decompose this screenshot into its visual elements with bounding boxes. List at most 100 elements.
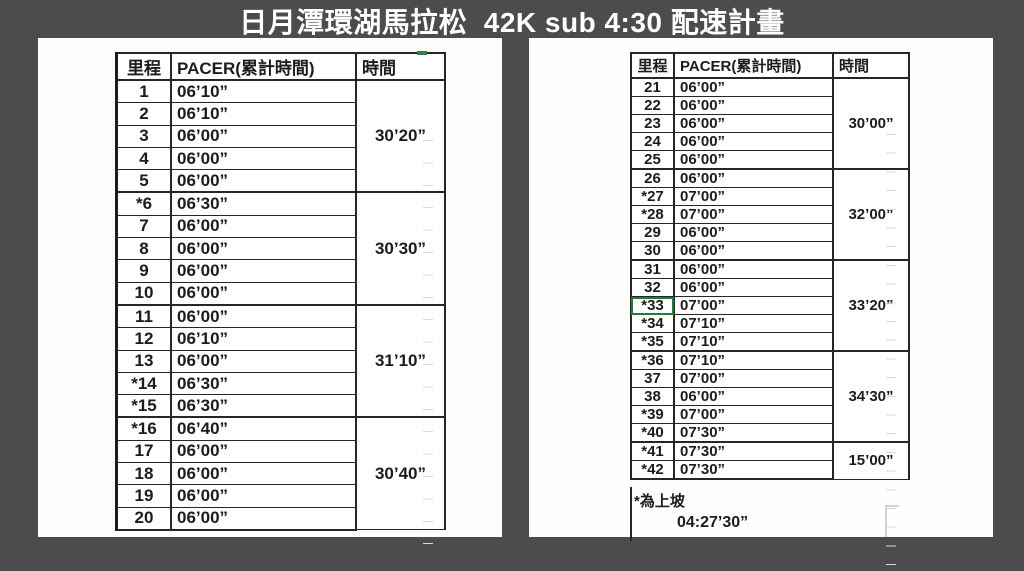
- table-row: 20 06’00”: [115, 506, 446, 531]
- km-cell: *15: [115, 394, 172, 418]
- pace-cell: 06’00”: [673, 168, 834, 188]
- pace-cell: 06’30”: [170, 191, 357, 216]
- km-cell: 7: [115, 214, 172, 239]
- km-cell: 31: [630, 259, 675, 279]
- table-row: 21 06’00” 30’00”: [630, 77, 910, 170]
- pace-cell: 06’00”: [673, 278, 834, 297]
- km-cell: 12: [115, 327, 172, 351]
- pace-cell: 07’10”: [673, 332, 834, 352]
- km-cell: 11: [115, 303, 172, 329]
- pace-cell: 06’00”: [673, 132, 834, 151]
- table-row: 1 06’10” 30’20”: [115, 78, 446, 193]
- pace-cell: 06’10”: [170, 79, 357, 104]
- pace-cell: 06’00”: [673, 114, 834, 133]
- table-row: 24 06’00”: [630, 132, 909, 151]
- km-cell: *42: [630, 460, 675, 480]
- km-cell: 30: [630, 241, 675, 261]
- pace-cell: 06’00”: [673, 150, 834, 170]
- pace-cell: 06’00”: [673, 223, 834, 242]
- pace-cell: 06’00”: [673, 259, 834, 279]
- table-row: 5 06’00”: [115, 169, 446, 193]
- table-row: 11 06’00” 31’10”: [115, 303, 446, 418]
- pace-cell: 06’00”: [170, 169, 357, 193]
- table-row: 29 06’00”: [630, 223, 909, 242]
- pace-cell: 07’30”: [673, 423, 834, 443]
- table-row: *15 06’30”: [115, 394, 446, 418]
- km-cell: *28: [630, 205, 675, 224]
- table-row: 18 06’00”: [115, 462, 446, 486]
- pace-cell: 06’00”: [170, 281, 357, 306]
- km-cell: 3: [115, 124, 172, 148]
- table-row: *41 07’30” 15’00”: [630, 441, 910, 480]
- pace-cell: 06’10”: [170, 327, 357, 351]
- page-title: 日月潭環湖馬拉松 42K sub 4:30 配速計畫: [239, 7, 785, 38]
- km-cell: 23: [630, 114, 675, 133]
- km-cell: *33: [630, 296, 675, 315]
- segment-total-cell: 32’00”: [832, 168, 910, 261]
- page-sheet-left: 里程 PACER(累計時間) 時間 1 06’10” 30’20” 2 06’10” 3 06’0…: [38, 38, 502, 564]
- km-cell: 9: [115, 259, 172, 283]
- table-row: 37 07’00”: [630, 369, 909, 388]
- pace-cell: 06’40”: [170, 416, 357, 441]
- km-cell: 8: [115, 237, 172, 261]
- table-row: *16 06’40” 30’40”: [115, 416, 446, 531]
- selection-artifact: [417, 51, 427, 55]
- column-header: PACER(累計時間): [673, 52, 834, 79]
- km-cell: 38: [630, 387, 675, 406]
- pace-cell: 06’00”: [673, 96, 834, 115]
- km-cell: 13: [115, 349, 172, 373]
- km-cell: *27: [630, 187, 675, 206]
- segment-total-cell: 34’30”: [832, 350, 910, 443]
- km-cell: *6: [115, 191, 172, 216]
- segment-total-cell: 30’00”: [832, 77, 910, 170]
- pace-cell: 07’00”: [673, 369, 834, 388]
- km-cell: 10: [115, 281, 172, 306]
- column-header: 時間: [832, 52, 910, 79]
- pace-cell: 06’00”: [673, 77, 834, 97]
- table-row: 4 06’00”: [115, 146, 446, 171]
- table-row: *34 07’10”: [630, 314, 909, 333]
- km-cell: 21: [630, 77, 675, 97]
- pace-cell: 07’00”: [673, 205, 834, 224]
- km-cell: *34: [630, 314, 675, 333]
- table-row: 22 06’00”: [630, 96, 909, 115]
- table-row: *36 07’10” 34’30”: [630, 350, 910, 443]
- pace-cell: 06’00”: [170, 146, 357, 171]
- pace-cell: 06’00”: [170, 259, 357, 283]
- km-cell: 20: [115, 506, 172, 531]
- table-row: *39 07’00”: [630, 405, 909, 424]
- table-row: *6 06’30” 30’30”: [115, 191, 446, 306]
- table-row: 30 06’00”: [630, 241, 909, 261]
- pace-cell: 06’00”: [170, 506, 357, 531]
- km-cell: 37: [630, 369, 675, 388]
- table-row: 23 06’00”: [630, 114, 909, 133]
- table-row: 17 06’00”: [115, 439, 446, 464]
- pace-cell: 06’00”: [673, 387, 834, 406]
- table-row: 25 06’00”: [630, 150, 909, 170]
- km-cell: 24: [630, 132, 675, 151]
- km-cell: *41: [630, 441, 675, 461]
- segment-total-cell: 33’20”: [832, 259, 910, 352]
- pace-cell: 06’00”: [673, 241, 834, 261]
- km-cell: 32: [630, 278, 675, 297]
- pace-cell: 07’30”: [673, 460, 834, 480]
- pace-table-km-1-20: 里程 PACER(累計時間) 時間 1 06’10” 30’20” 2 06’10” 3 06’0…: [115, 52, 446, 531]
- table-row: *14 06’30”: [115, 371, 446, 396]
- km-cell: *16: [115, 416, 172, 441]
- table-row: *35 07’10”: [630, 332, 909, 352]
- column-header: 里程: [630, 52, 675, 79]
- pace-cell: 06’00”: [170, 303, 357, 329]
- km-cell: 18: [115, 462, 172, 486]
- table-footnote: *為上坡 04:27’30”: [630, 487, 887, 541]
- km-cell: 26: [630, 168, 675, 188]
- pace-cell: 06’00”: [170, 439, 357, 464]
- pace-cell: 07’30”: [673, 441, 834, 461]
- column-header: PACER(累計時間): [170, 52, 357, 81]
- km-cell: *14: [115, 371, 172, 396]
- pace-cell: 06’00”: [170, 214, 357, 239]
- excel-gridline-stubs: [423, 140, 433, 564]
- km-cell: 29: [630, 223, 675, 242]
- pace-cell: 06’00”: [170, 124, 357, 148]
- km-cell: 22: [630, 96, 675, 115]
- km-cell: 1: [115, 79, 172, 104]
